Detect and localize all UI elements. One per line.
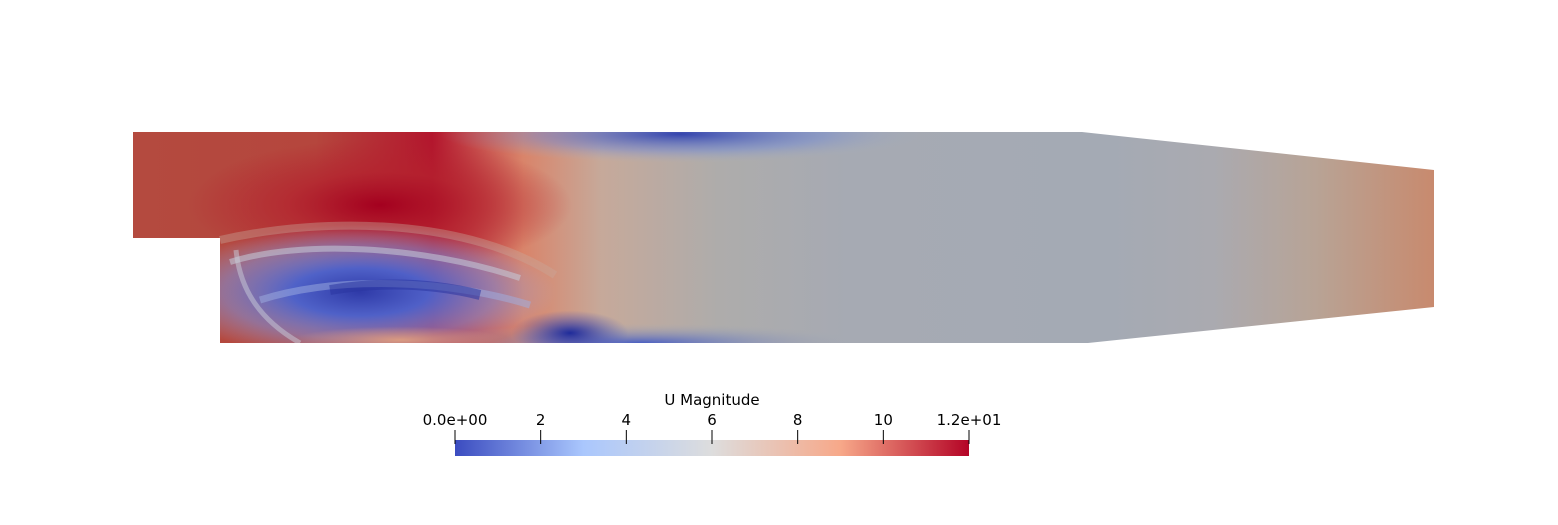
color-legend-bar bbox=[455, 440, 969, 456]
color-legend-tick-label: 4 bbox=[622, 411, 632, 429]
color-legend-tick-label: 8 bbox=[793, 411, 803, 429]
color-legend-tick-label: 6 bbox=[707, 411, 717, 429]
flow-field bbox=[133, 132, 1434, 343]
color-legend-tick-label: 1.2e+01 bbox=[937, 411, 1002, 429]
color-legend-tick-label: 10 bbox=[874, 411, 893, 429]
color-legend-ticks: 0.0e+00 2 4 6 8 10 1.2e+01 bbox=[423, 411, 1002, 444]
color-legend-tick-label: 0.0e+00 bbox=[423, 411, 488, 429]
color-legend: U Magnitude 0.0e+00 2 4 6 8 10 1.2e+01 bbox=[423, 391, 1002, 456]
color-legend-tick-label: 2 bbox=[536, 411, 546, 429]
color-legend-title: U Magnitude bbox=[664, 391, 759, 409]
